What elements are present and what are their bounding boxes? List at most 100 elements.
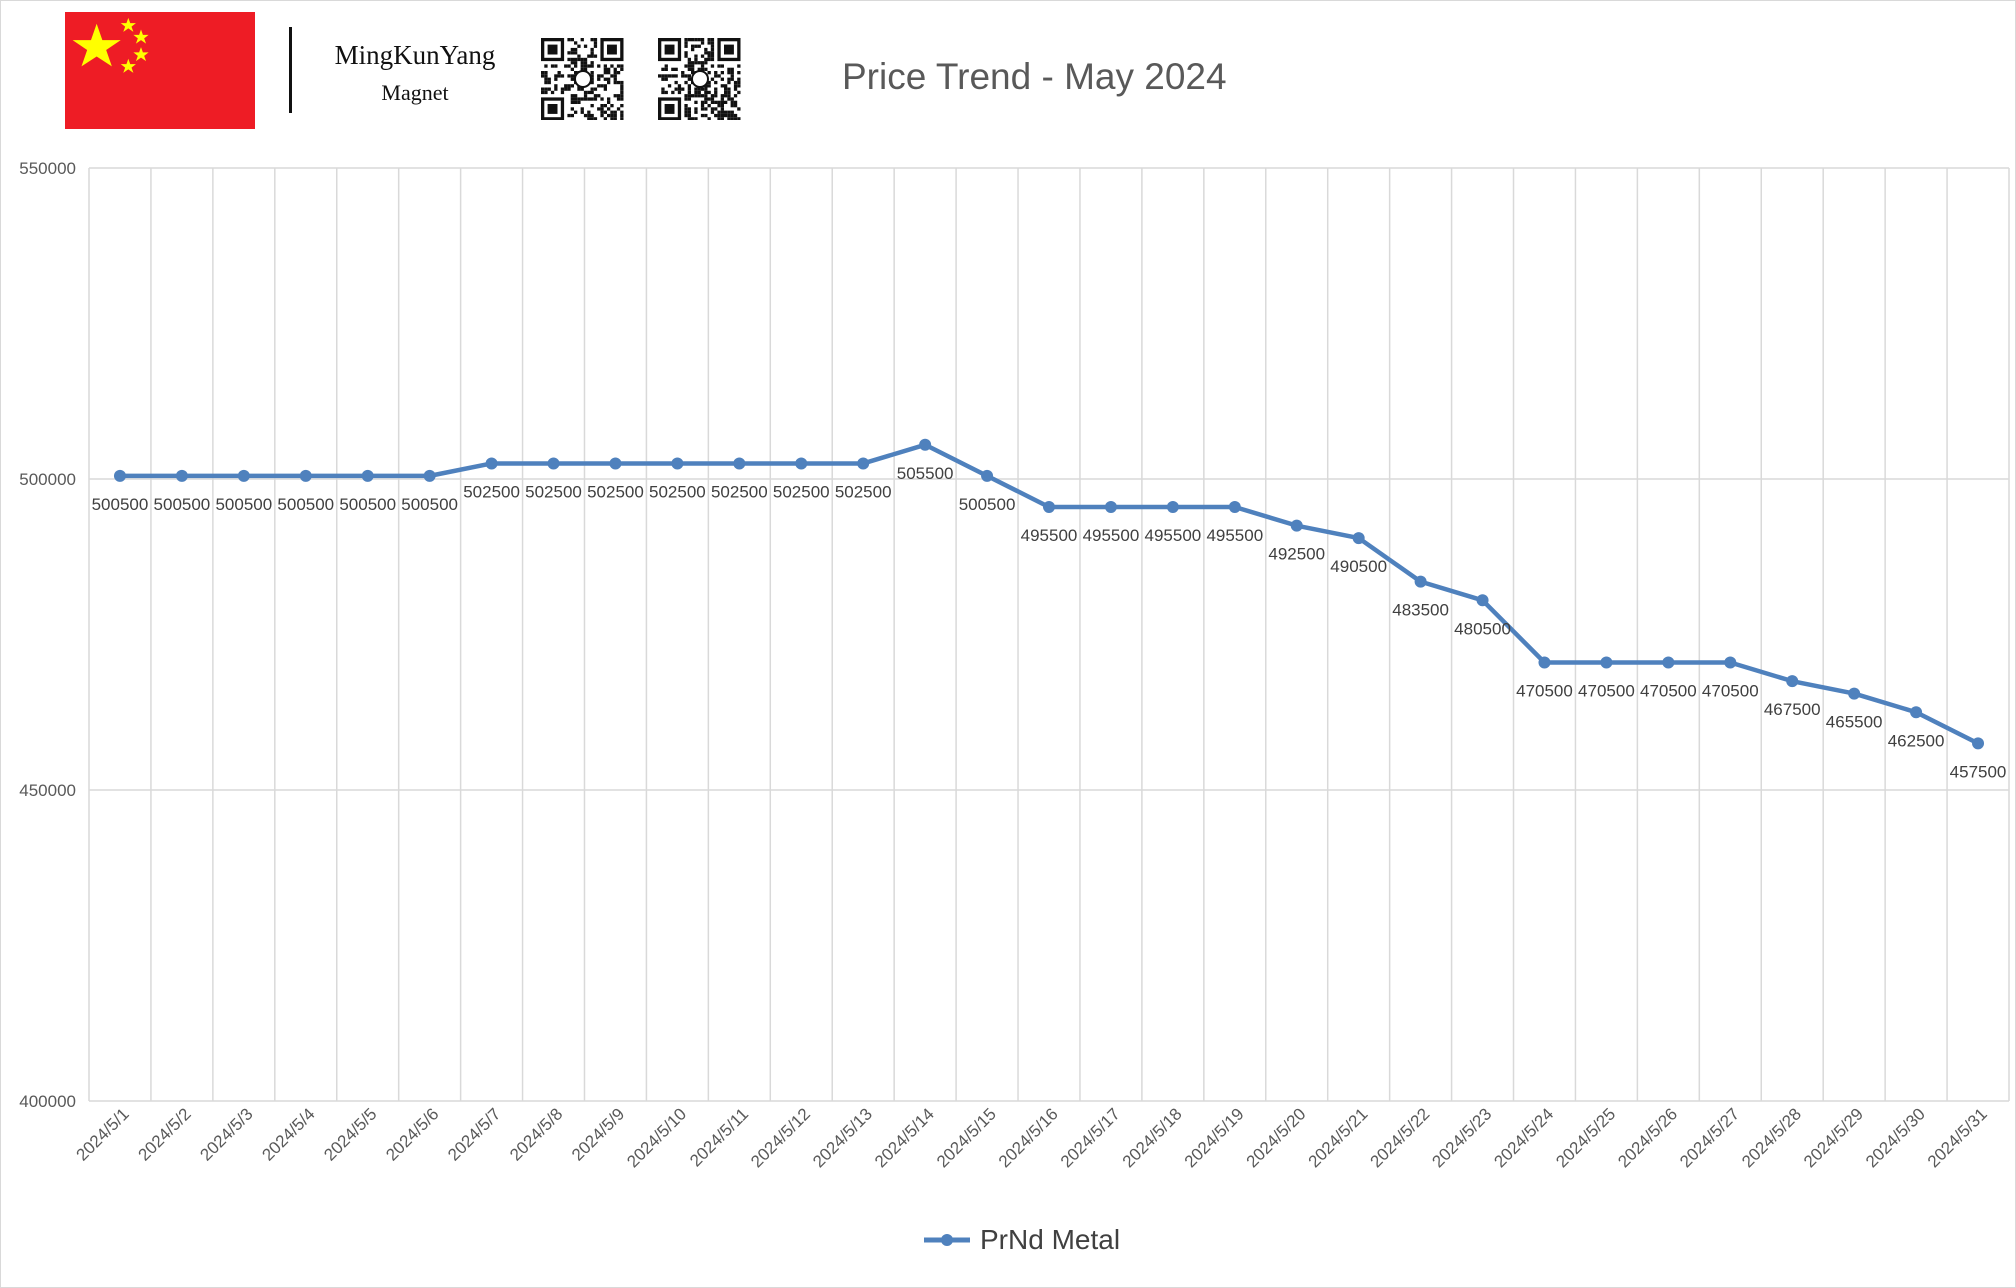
x-tick-label: 2024/5/19 <box>1181 1104 1248 1171</box>
data-point <box>1104 500 1117 513</box>
data-label: 500500 <box>339 495 396 514</box>
facebook-qr-icon <box>658 38 741 120</box>
x-tick-label: 2024/5/11 <box>686 1104 752 1170</box>
data-label: 495500 <box>1021 526 1078 545</box>
y-tick-label: 500000 <box>19 470 76 489</box>
x-tick-label: 2024/5/1 <box>73 1104 133 1164</box>
x-tick-label: 2024/5/8 <box>506 1104 566 1164</box>
data-label: 492500 <box>1268 545 1325 564</box>
data-point <box>1043 500 1055 513</box>
data-point <box>1910 706 1923 719</box>
data-label: 502500 <box>649 482 706 501</box>
logo-subtitle: Magnet <box>381 80 449 105</box>
x-tick-label: 2024/5/5 <box>320 1104 380 1164</box>
legend-label: PrNd Metal <box>980 1224 1121 1255</box>
y-tick-label: 550000 <box>19 159 76 178</box>
chart-title: Price Trend - May 2024 <box>842 56 1227 97</box>
x-tick-label: 2024/5/26 <box>1614 1104 1681 1171</box>
data-point <box>1972 737 1985 750</box>
x-tick-label: 2024/5/4 <box>258 1104 318 1164</box>
data-label: 495500 <box>1206 526 1263 545</box>
data-point <box>1414 575 1427 588</box>
data-point <box>1290 519 1303 532</box>
data-label: 470500 <box>1702 681 1759 700</box>
x-tick-label: 2024/5/20 <box>1243 1104 1310 1171</box>
data-point <box>423 469 436 482</box>
x-tick-label: 2024/5/30 <box>1862 1104 1929 1171</box>
x-tick-label: 2024/5/29 <box>1800 1104 1867 1171</box>
x-tick-label: 2024/5/15 <box>933 1104 1000 1171</box>
data-point <box>857 457 870 470</box>
data-label: 495500 <box>1083 526 1140 545</box>
y-tick-label: 400000 <box>19 1092 76 1111</box>
data-point <box>1476 594 1489 607</box>
data-label: 480500 <box>1454 619 1511 638</box>
logo-name: MingKunYang <box>334 40 496 70</box>
y-tick-label: 450000 <box>19 781 76 800</box>
data-label: 483500 <box>1392 601 1449 620</box>
data-point <box>919 438 932 451</box>
x-tick-label: 2024/5/27 <box>1676 1104 1743 1171</box>
x-tick-label: 2024/5/24 <box>1490 1104 1557 1171</box>
data-label: 470500 <box>1640 681 1697 700</box>
data-label: 502500 <box>463 482 520 501</box>
x-tick-label: 2024/5/28 <box>1738 1104 1805 1171</box>
data-label: 495500 <box>1145 526 1202 545</box>
x-tick-label: 2024/5/21 <box>1305 1104 1372 1171</box>
data-label: 500500 <box>92 495 149 514</box>
data-point <box>1662 656 1675 669</box>
data-label: 470500 <box>1578 681 1635 700</box>
x-tick-label: 2024/5/7 <box>444 1104 504 1164</box>
data-point <box>1352 532 1365 545</box>
data-point <box>733 457 746 470</box>
data-point <box>1724 656 1737 669</box>
data-point <box>671 457 684 470</box>
data-point <box>1786 675 1799 688</box>
data-point <box>547 457 560 470</box>
legend-marker <box>924 1234 970 1246</box>
x-tick-label: 2024/5/25 <box>1552 1104 1619 1171</box>
data-label: 462500 <box>1888 731 1945 750</box>
data-label: 500500 <box>401 495 458 514</box>
data-point <box>237 469 250 482</box>
x-tick-label: 2024/5/17 <box>1057 1104 1124 1171</box>
data-point <box>175 469 188 482</box>
x-tick-label: 2024/5/10 <box>623 1104 690 1171</box>
data-point <box>485 457 498 470</box>
x-tick-label: 2024/5/9 <box>568 1104 628 1164</box>
data-point <box>1166 500 1179 513</box>
data-label: 500500 <box>277 495 334 514</box>
data-point <box>1228 500 1241 513</box>
data-point <box>113 469 126 482</box>
data-label: 502500 <box>587 482 644 501</box>
data-label: 457500 <box>1950 762 2007 781</box>
x-tick-label: 2024/5/16 <box>995 1104 1062 1171</box>
data-label: 500500 <box>215 495 272 514</box>
data-point <box>981 469 994 482</box>
x-tick-label: 2024/5/13 <box>809 1104 876 1171</box>
data-label: 505500 <box>897 464 954 483</box>
legend: PrNd Metal <box>922 1222 1120 1258</box>
header: MingKunYang Magnet Price Trend - May 202… <box>0 0 2016 140</box>
x-tick-label: 2024/5/22 <box>1367 1104 1434 1171</box>
data-point <box>1600 656 1613 669</box>
data-label: 502500 <box>525 482 582 501</box>
x-tick-label: 2024/5/14 <box>871 1104 938 1171</box>
whatsapp-qr-icon <box>541 38 624 120</box>
data-label: 502500 <box>711 482 768 501</box>
x-tick-label: 2024/5/6 <box>382 1104 442 1164</box>
data-point <box>299 469 312 482</box>
data-label: 502500 <box>773 482 830 501</box>
data-point <box>361 469 374 482</box>
data-label: 500500 <box>154 495 211 514</box>
x-tick-label: 2024/5/2 <box>134 1104 194 1164</box>
data-label: 467500 <box>1764 700 1821 719</box>
data-label: 500500 <box>959 495 1016 514</box>
data-point <box>1538 656 1551 669</box>
data-point <box>1848 687 1861 700</box>
data-label: 502500 <box>835 482 892 501</box>
x-tick-label: 2024/5/3 <box>196 1104 256 1164</box>
x-tick-label: 2024/5/31 <box>1924 1104 1991 1171</box>
data-point <box>795 457 808 470</box>
